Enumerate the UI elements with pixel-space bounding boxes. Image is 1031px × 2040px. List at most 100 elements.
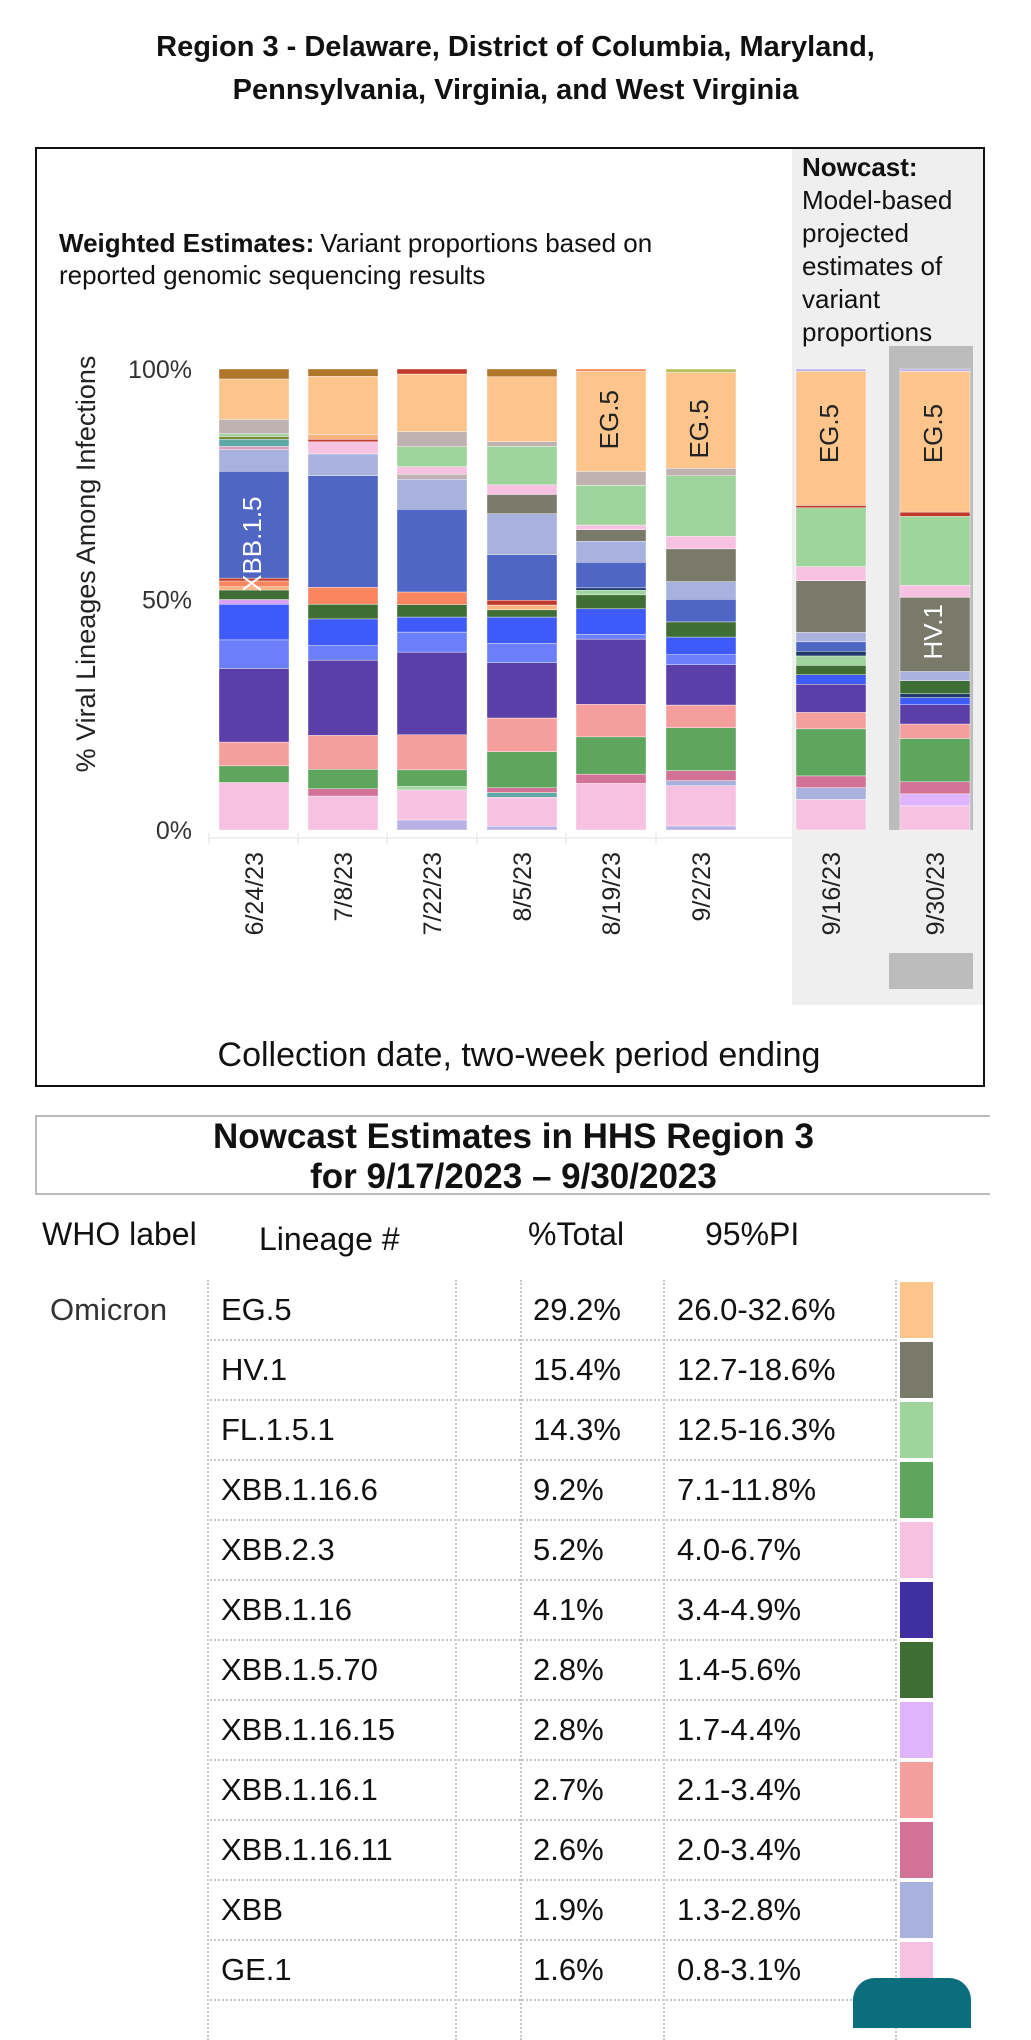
- lineage-cell: GE.1: [221, 1952, 292, 1987]
- bar-segment: [575, 371, 647, 472]
- bar-segment: [899, 738, 971, 783]
- pi-cell: 1.7-4.4%: [677, 1712, 802, 1747]
- table-grid-line: [520, 1280, 522, 2040]
- nowcast-label-line: estimates of: [802, 251, 943, 281]
- bar-segment: [795, 799, 867, 831]
- bar-segment: [218, 470, 290, 579]
- bar-segment: [396, 431, 468, 447]
- column-header-pi: 95%PI: [705, 1216, 800, 1252]
- lineage-cell: XBB.1.5.70: [221, 1652, 378, 1687]
- bar-segment: [396, 373, 468, 432]
- weighted-estimates-label-line-2: reported genomic sequencing results: [59, 260, 485, 290]
- bar-segment: [307, 475, 379, 588]
- bar-annotation-label: EG.5: [594, 390, 624, 449]
- bar-segment: [665, 785, 737, 827]
- bar-segment: [665, 372, 737, 469]
- bar-segment: [486, 368, 558, 377]
- table-row-divider: [207, 1399, 895, 1401]
- x-tick-label: 6/24/23: [241, 852, 269, 935]
- bar-segment: [486, 376, 558, 442]
- pi-cell: 4.0-6.7%: [677, 1532, 802, 1567]
- pi-cell: 12.5-16.3%: [677, 1412, 836, 1447]
- bar-segment: [575, 634, 647, 640]
- x-tick-label: 9/2/23: [688, 852, 716, 922]
- bar-segment: [486, 662, 558, 719]
- pi-cell: 2.0-3.4%: [677, 1832, 802, 1867]
- bar-segment: [218, 419, 290, 434]
- scroll-to-top-button[interactable]: [853, 1978, 971, 2028]
- nowcast-table-header-line-2: for 9/17/2023 – 9/30/2023: [310, 1157, 717, 1196]
- bar-segment: [396, 591, 468, 605]
- bar-segment: [665, 581, 737, 600]
- bar-segment: [575, 529, 647, 542]
- color-swatch: [900, 1342, 933, 1398]
- bar-segment: [899, 671, 971, 681]
- bar-segment: [307, 659, 379, 736]
- who-label-cell: Omicron: [50, 1292, 168, 1327]
- bar-segment: [486, 513, 558, 555]
- bar-segment: [218, 378, 290, 420]
- bar-segment: [575, 587, 647, 591]
- bar-segment: [899, 368, 971, 372]
- bar-segment: [665, 468, 737, 477]
- chart-title: Region 3 - Delaware, District of Columbi…: [0, 26, 1031, 112]
- chart-frame: Weighted Estimates: Variant proportions b…: [35, 147, 985, 1087]
- total-cell: 2.6%: [533, 1832, 604, 1867]
- lineage-cell: XBB: [221, 1892, 284, 1927]
- bar-segment: [307, 453, 379, 476]
- table-row: Omicron EG.5 29.2% 26.0-32.6%: [35, 1280, 935, 1341]
- total-cell: 1.6%: [533, 1952, 604, 1987]
- nowcast-table-header: Nowcast Estimates in HHS Region 3 for 9/…: [35, 1115, 990, 1196]
- bar-segment: [899, 597, 971, 672]
- bar-segment: [795, 787, 867, 800]
- lineage-cell: XBB.1.16.6: [221, 1472, 378, 1507]
- table-row-divider: [207, 1639, 895, 1641]
- bar-annotations: XBB.1.5 EG.5 EG.5 EG.5 EG.5 HV.1: [237, 390, 948, 659]
- bar-segment: [795, 371, 867, 506]
- nowcast-label-line: Model-based: [802, 185, 952, 215]
- bar-segment: [795, 674, 867, 685]
- bar-segment: [486, 494, 558, 514]
- total-cell: 2.8%: [533, 1652, 604, 1687]
- column-header-lineage: Lineage #: [259, 1221, 400, 1257]
- bar-segment: [218, 741, 290, 767]
- bar-segment: [396, 368, 468, 375]
- bar-annotation-label: HV.1: [918, 604, 948, 659]
- bar-segment: [486, 717, 558, 752]
- bar-segment: [665, 704, 737, 728]
- table-row: XBB.1.16.6 9.2% 7.1-11.8%: [35, 1460, 935, 1521]
- bar-segment: [795, 580, 867, 633]
- total-cell: 15.4%: [533, 1352, 621, 1387]
- bar-segment: [665, 636, 737, 655]
- bar-segment: [665, 621, 737, 638]
- bar-segment: [307, 439, 379, 442]
- lineage-cell: XBB.1.16.11: [221, 1832, 393, 1867]
- bar-annotation-label: EG.5: [814, 404, 844, 463]
- bar-segment: [307, 434, 379, 440]
- bar-segment: [899, 371, 971, 513]
- total-cell: 1.9%: [533, 1892, 604, 1927]
- chart-title-line-1: Region 3 - Delaware, District of Columbi…: [156, 31, 875, 63]
- bar-segment: [486, 554, 558, 601]
- bar-segment: [307, 618, 379, 646]
- table-row-divider: [207, 1519, 895, 1521]
- bar-segment: [575, 589, 647, 596]
- bar-segment: [396, 466, 468, 475]
- table-row: XBB.1.16.11 2.6% 2.0-3.4%: [35, 1820, 935, 1881]
- weighted-estimates-label-text: Variant proportions based on: [320, 228, 652, 258]
- bar-segment: [396, 789, 468, 821]
- table-row-divider: [207, 1699, 895, 1701]
- bar-segment: [218, 446, 290, 450]
- color-swatch: [900, 1402, 933, 1458]
- x-tick-label: 8/5/23: [509, 852, 537, 922]
- bar-segment: [396, 819, 468, 831]
- chart-title-line-2: Pennsylvania, Virginia, and West Virgini…: [232, 74, 799, 106]
- bar-segment: [396, 479, 468, 510]
- color-swatch: [900, 1522, 933, 1578]
- color-swatch: [900, 1762, 933, 1818]
- bar-segment: [795, 665, 867, 675]
- bar-segment: [899, 585, 971, 598]
- bar-segment: [486, 787, 558, 793]
- bar-segment: [899, 805, 971, 831]
- bar-segment: [218, 639, 290, 669]
